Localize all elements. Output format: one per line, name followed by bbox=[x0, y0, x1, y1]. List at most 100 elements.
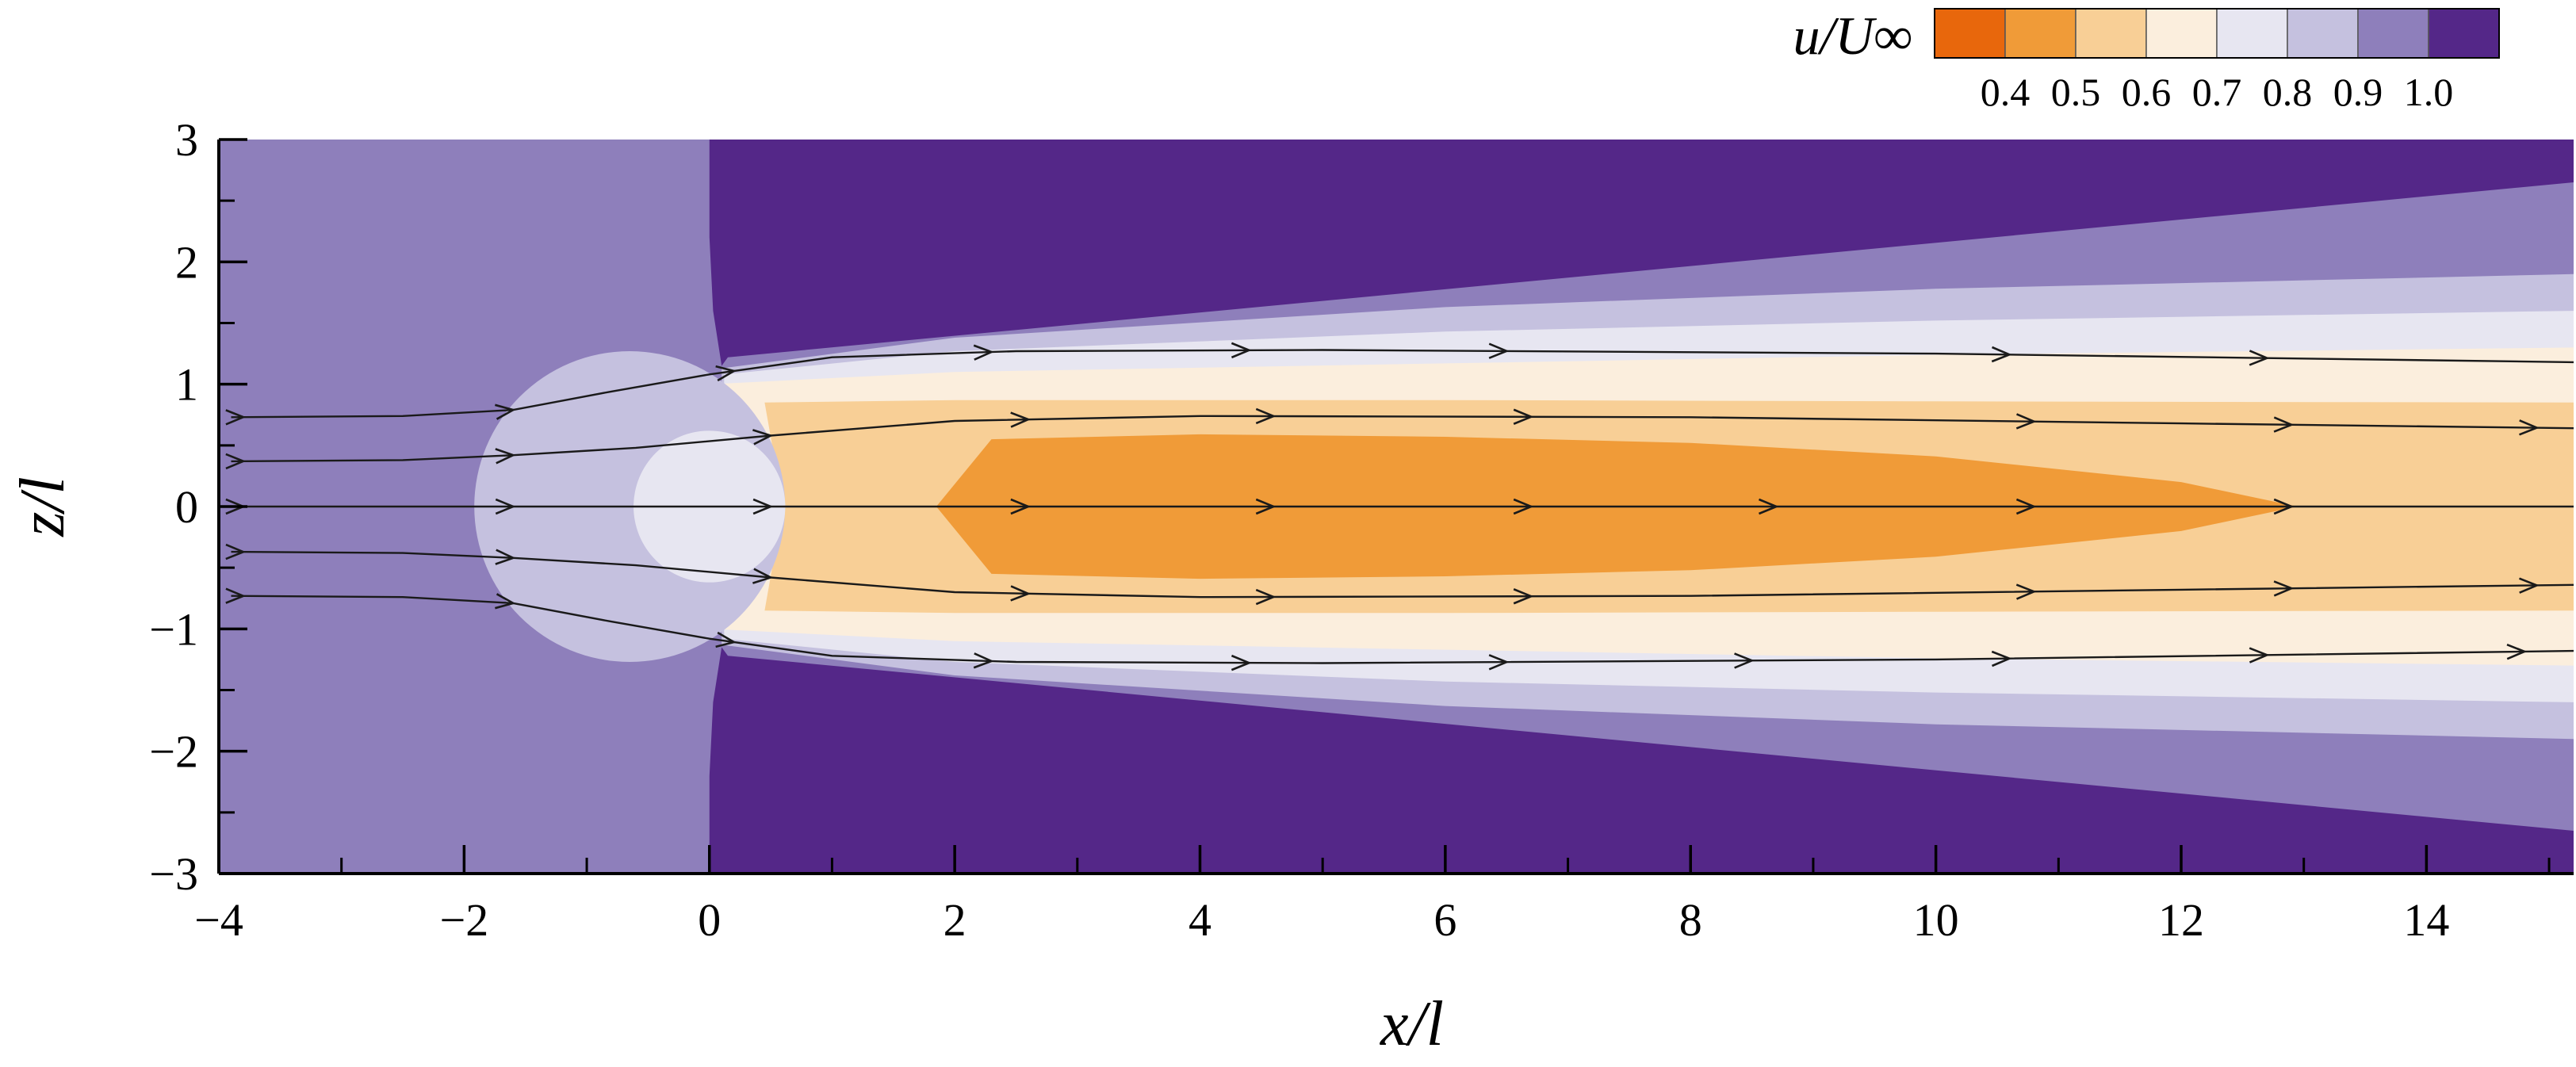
colorbar-level-label-6: 1.0 bbox=[2404, 70, 2454, 114]
arrowhead bbox=[2273, 498, 2295, 515]
streamline-4-arrow-6 bbox=[1734, 652, 1755, 669]
arrowhead bbox=[1255, 498, 1277, 515]
streamline-4-arrow-4 bbox=[1231, 654, 1252, 671]
x-tick-label-3: 2 bbox=[944, 894, 966, 946]
arrowhead bbox=[225, 409, 247, 426]
streamline-4-arrow-3 bbox=[973, 652, 994, 669]
colorbar-title: u/U∞ bbox=[1793, 6, 1912, 66]
arrowhead bbox=[495, 498, 516, 515]
arrowhead bbox=[2273, 580, 2295, 597]
colorbar-level-label-5: 0.9 bbox=[2333, 70, 2383, 114]
streamline-4-arrow-9 bbox=[2506, 643, 2528, 660]
arrowhead bbox=[1734, 652, 1755, 669]
arrowhead bbox=[1991, 346, 2012, 363]
streamline-3 bbox=[231, 550, 2574, 599]
arrowhead bbox=[1759, 498, 1779, 515]
streamline-2-arrow-6 bbox=[1759, 498, 1779, 515]
arrowhead bbox=[495, 403, 516, 420]
arrowhead bbox=[715, 631, 737, 648]
streamline-2-arrow-1 bbox=[495, 498, 516, 515]
arrowhead bbox=[495, 549, 516, 565]
colorbar-swatch-1 bbox=[2004, 8, 2076, 59]
colorbar-swatch-7 bbox=[2428, 8, 2500, 59]
streamline-3-arrow-1 bbox=[495, 549, 516, 565]
arrowhead bbox=[2249, 647, 2270, 664]
streamline-3-arrow-8 bbox=[2519, 577, 2540, 594]
arrowhead bbox=[225, 587, 247, 604]
streamline-1-arrow-2 bbox=[752, 429, 774, 446]
arrowhead bbox=[752, 498, 774, 515]
arrowhead bbox=[2273, 416, 2295, 433]
colorbar-level-label-1: 0.5 bbox=[2051, 70, 2101, 114]
streamline-0-arrow-0 bbox=[225, 409, 247, 426]
x-tick-label-8: 12 bbox=[2158, 894, 2204, 946]
streamline-0-arrow-1 bbox=[495, 403, 516, 420]
colorbar-level-label-3: 0.7 bbox=[2192, 70, 2242, 114]
streamline-0-arrow-3 bbox=[973, 344, 994, 361]
streamlines bbox=[219, 342, 2574, 671]
arrowhead bbox=[2506, 643, 2528, 660]
streamline-3-arrow-7 bbox=[2273, 580, 2295, 597]
x-tick-label-6: 8 bbox=[1679, 894, 1702, 946]
x-tick-label-5: 6 bbox=[1433, 894, 1456, 946]
arrowhead bbox=[752, 568, 774, 584]
colorbar-swatch-0 bbox=[1934, 8, 2006, 59]
colorbar-swatch-3 bbox=[2145, 8, 2218, 59]
streamline-1-arrow-0 bbox=[225, 453, 247, 470]
streamline-1-arrow-1 bbox=[495, 448, 516, 465]
streamline-4-arrow-8 bbox=[2249, 647, 2270, 664]
arrowhead bbox=[2249, 350, 2270, 366]
arrowhead bbox=[1991, 650, 2012, 667]
streamline-2-arrow-8 bbox=[2273, 498, 2295, 515]
streamline-4-arrow-1 bbox=[495, 593, 516, 610]
streamline-3-arrow-6 bbox=[2015, 583, 2037, 600]
x-tick-label-4: 4 bbox=[1188, 894, 1211, 946]
streamline-1-arrow-8 bbox=[2519, 419, 2540, 436]
arrowhead bbox=[1255, 588, 1277, 606]
streamline-0-arrow-6 bbox=[1991, 346, 2012, 363]
streamline-0-arrow-4 bbox=[1231, 342, 1252, 359]
y-tick-label-4: 1 bbox=[175, 359, 198, 411]
colorbar-level-label-0: 0.4 bbox=[1981, 70, 2031, 114]
arrowhead bbox=[1488, 654, 1510, 671]
arrowhead bbox=[1010, 498, 1032, 515]
arrowhead bbox=[2015, 498, 2037, 515]
colorbar-swatch-5 bbox=[2287, 8, 2359, 59]
arrowhead bbox=[495, 593, 516, 610]
arrowhead bbox=[1231, 342, 1252, 359]
arrowhead bbox=[225, 453, 247, 470]
streamline-2-arrow-2 bbox=[752, 498, 774, 515]
arrowhead bbox=[1255, 407, 1277, 425]
y-tick-label-2: −1 bbox=[149, 603, 198, 655]
y-axis-label: z/l bbox=[8, 476, 78, 537]
streamline-0-arrow-2 bbox=[715, 365, 737, 382]
streamline-0 bbox=[231, 349, 2574, 419]
x-tick-label-0: −4 bbox=[194, 894, 243, 946]
colorbar-level-label-4: 0.8 bbox=[2263, 70, 2313, 114]
y-tick-label-1: −2 bbox=[149, 726, 198, 778]
arrowhead bbox=[1513, 588, 1534, 605]
streamline-4-arrow-2 bbox=[715, 631, 737, 648]
y-tick-label-6: 3 bbox=[175, 114, 198, 166]
streamline-2-arrow-7 bbox=[2015, 498, 2037, 515]
arrowhead bbox=[2015, 583, 2037, 600]
y-tick-label-0: −3 bbox=[149, 848, 198, 900]
colorbar-swatch-6 bbox=[2357, 8, 2429, 59]
streamline-2-arrow-4 bbox=[1255, 498, 1277, 515]
streamline-3-arrow-4 bbox=[1255, 588, 1277, 606]
streamline-0-arrow-7 bbox=[2249, 350, 2270, 366]
x-tick-label-2: 0 bbox=[698, 894, 721, 946]
arrowhead bbox=[2015, 413, 2037, 430]
streamline-4-arrow-5 bbox=[1488, 654, 1510, 671]
arrowhead bbox=[973, 652, 994, 669]
arrowhead bbox=[1488, 342, 1510, 359]
colorbar-level-label-2: 0.6 bbox=[2122, 70, 2172, 114]
y-tick-label-5: 2 bbox=[175, 236, 198, 288]
arrowhead bbox=[1010, 585, 1032, 602]
streamline-2-arrow-3 bbox=[1010, 498, 1032, 515]
contour-region-0 bbox=[709, 140, 2574, 366]
streamline-3-arrow-3 bbox=[1010, 585, 1032, 602]
arrowhead bbox=[1231, 654, 1252, 671]
streamline-4-arrow-0 bbox=[225, 587, 247, 604]
